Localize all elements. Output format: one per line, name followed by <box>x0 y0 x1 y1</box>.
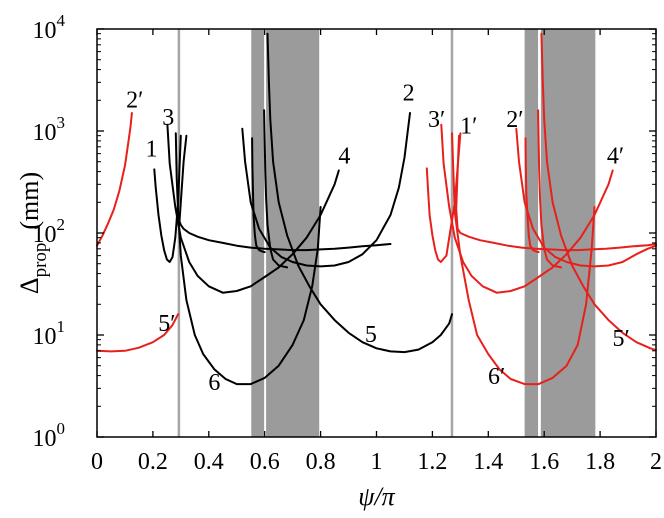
shaded-band-4 <box>540 29 596 437</box>
curve-label: 5 <box>365 322 377 348</box>
curve-label: 2 <box>403 80 415 106</box>
y-tick-label: 101 <box>33 317 66 350</box>
series-line-8 <box>251 137 266 254</box>
x-tick-label: 1.8 <box>585 449 615 475</box>
series-line-10 <box>96 313 180 353</box>
series-line-12 <box>440 123 614 294</box>
series-line-4 <box>178 134 392 252</box>
curve-label: 1 <box>146 137 158 163</box>
curve-label: 2′ <box>126 87 143 113</box>
curve-label: 4 <box>338 144 350 170</box>
series-line-15 <box>540 32 657 352</box>
series-line-14 <box>455 134 657 252</box>
x-tick-label: 1.2 <box>417 449 447 475</box>
x-tick-label: 0.2 <box>138 449 168 475</box>
series-line-6 <box>174 132 322 386</box>
series-line-18 <box>524 137 540 254</box>
x-tick-label: 1.4 <box>473 449 503 475</box>
series-line-7 <box>263 109 289 269</box>
curve-label: 4′ <box>607 144 624 170</box>
series-line-16 <box>451 132 596 386</box>
curve-label: 5′ <box>158 311 175 337</box>
y-tick-label: 104 <box>33 11 66 44</box>
x-tick-label: 1.6 <box>529 449 559 475</box>
curve-labels: 2′ 31 2 4 5′ 6 5 3′ 1′ 2′ 4′ 5′ 6′ <box>126 80 630 396</box>
y-tick-label: 100 <box>33 419 66 452</box>
series-line-9 <box>96 112 133 247</box>
y-tick-label: 102 <box>33 215 66 248</box>
series-line-11 <box>425 132 462 263</box>
shaded-band-3 <box>524 29 539 437</box>
x-tick-label: 0.6 <box>250 449 280 475</box>
curve-label: 6 <box>208 370 220 396</box>
curve-label: 1′ <box>460 113 477 139</box>
y-tick-label: 103 <box>33 113 66 146</box>
x-axis-title: ψ/π <box>358 482 395 511</box>
x-tick-label: 0.4 <box>194 449 224 475</box>
curve-label: 2′ <box>506 107 523 133</box>
shaded-band-2 <box>266 29 320 437</box>
x-tick-label: 0 <box>91 449 103 475</box>
curve-label: 6′ <box>488 364 505 390</box>
curve-label: 3 <box>162 105 174 131</box>
y-axis-title: Δprop (mm) <box>15 172 51 294</box>
x-tick-label: 1 <box>371 449 383 475</box>
series-lines <box>96 32 657 386</box>
series-line-3 <box>241 112 411 268</box>
series-line-5 <box>266 32 453 354</box>
series-line-17 <box>537 109 562 269</box>
shaded-band-1 <box>251 29 265 437</box>
curve-label: 3′ <box>428 107 445 133</box>
x-tick-label: 2 <box>650 449 662 475</box>
series-line-1 <box>153 134 182 263</box>
curve-label: 5′ <box>612 326 629 352</box>
x-tick-label: 0.8 <box>306 449 336 475</box>
axis-ticks: 0 0.2 0.4 0.6 0.8 1 1.2 1.4 1.6 1.8 2 100 101 102 103 1… <box>33 11 663 475</box>
